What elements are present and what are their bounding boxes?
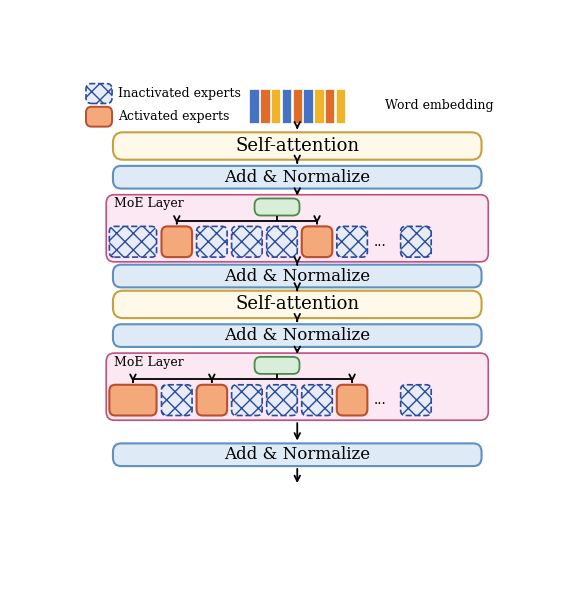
FancyBboxPatch shape: [337, 385, 367, 416]
Text: Add & Normalize: Add & Normalize: [224, 169, 370, 185]
FancyBboxPatch shape: [302, 227, 332, 257]
Text: ...: ...: [374, 393, 387, 407]
Text: Expert$_1$: Expert$_1$: [110, 392, 156, 409]
FancyBboxPatch shape: [106, 353, 488, 420]
Text: Inactivated experts: Inactivated experts: [118, 87, 241, 100]
FancyBboxPatch shape: [231, 385, 262, 416]
Text: E$_6$: E$_6$: [309, 392, 325, 408]
Text: Add & Normalize: Add & Normalize: [224, 327, 370, 344]
FancyBboxPatch shape: [106, 195, 488, 262]
FancyBboxPatch shape: [113, 265, 481, 287]
Text: Add & Normalize: Add & Normalize: [224, 446, 370, 463]
Bar: [282, 89, 291, 123]
Text: E$_K$: E$_K$: [408, 392, 424, 408]
FancyBboxPatch shape: [161, 385, 192, 416]
Text: Activated experts: Activated experts: [118, 110, 230, 123]
Bar: [303, 89, 313, 123]
Text: Add & Normalize: Add & Normalize: [224, 268, 370, 284]
FancyBboxPatch shape: [255, 198, 299, 216]
FancyBboxPatch shape: [337, 227, 367, 257]
FancyBboxPatch shape: [113, 290, 481, 318]
FancyBboxPatch shape: [255, 357, 299, 374]
Text: E$_7$: E$_7$: [345, 234, 360, 250]
FancyBboxPatch shape: [86, 84, 112, 104]
FancyBboxPatch shape: [267, 227, 297, 257]
Text: E$_K$: E$_K$: [408, 234, 424, 250]
Bar: [325, 89, 334, 123]
Text: ...: ...: [374, 235, 387, 249]
FancyBboxPatch shape: [401, 385, 431, 416]
Text: Word embedding: Word embedding: [385, 99, 494, 112]
FancyBboxPatch shape: [110, 385, 157, 416]
Text: E$_4$: E$_4$: [239, 392, 255, 408]
FancyBboxPatch shape: [401, 227, 431, 257]
Bar: [271, 89, 280, 123]
FancyBboxPatch shape: [113, 166, 481, 188]
Text: Expert$_1$: Expert$_1$: [110, 233, 156, 251]
Text: Self-attention: Self-attention: [235, 137, 360, 155]
FancyBboxPatch shape: [197, 385, 227, 416]
FancyBboxPatch shape: [113, 132, 481, 160]
Text: Router: Router: [255, 359, 299, 372]
Bar: [336, 89, 345, 123]
Text: E$_2$: E$_2$: [169, 234, 184, 250]
FancyBboxPatch shape: [231, 227, 262, 257]
FancyBboxPatch shape: [197, 227, 227, 257]
FancyBboxPatch shape: [302, 385, 332, 416]
FancyBboxPatch shape: [267, 385, 297, 416]
FancyBboxPatch shape: [86, 107, 112, 126]
FancyBboxPatch shape: [113, 443, 481, 466]
Bar: [260, 89, 270, 123]
FancyBboxPatch shape: [161, 227, 192, 257]
Text: E$_6$: E$_6$: [309, 234, 325, 250]
Text: E$_3$: E$_3$: [204, 234, 219, 250]
Text: Self-attention: Self-attention: [235, 295, 360, 313]
Bar: [314, 89, 324, 123]
FancyBboxPatch shape: [110, 227, 157, 257]
Bar: [292, 89, 302, 123]
Text: E$_4$: E$_4$: [239, 234, 255, 250]
Text: E$_2$: E$_2$: [169, 392, 184, 408]
Bar: [249, 89, 259, 123]
Text: Router: Router: [255, 201, 299, 214]
Text: E$_3$: E$_3$: [204, 392, 219, 408]
Text: E$_5$: E$_5$: [274, 392, 289, 408]
Text: MoE Layer: MoE Layer: [114, 196, 184, 210]
Text: MoE Layer: MoE Layer: [114, 356, 184, 368]
FancyBboxPatch shape: [113, 324, 481, 347]
Text: E$_5$: E$_5$: [274, 234, 289, 250]
Text: E$_7$: E$_7$: [345, 392, 360, 408]
